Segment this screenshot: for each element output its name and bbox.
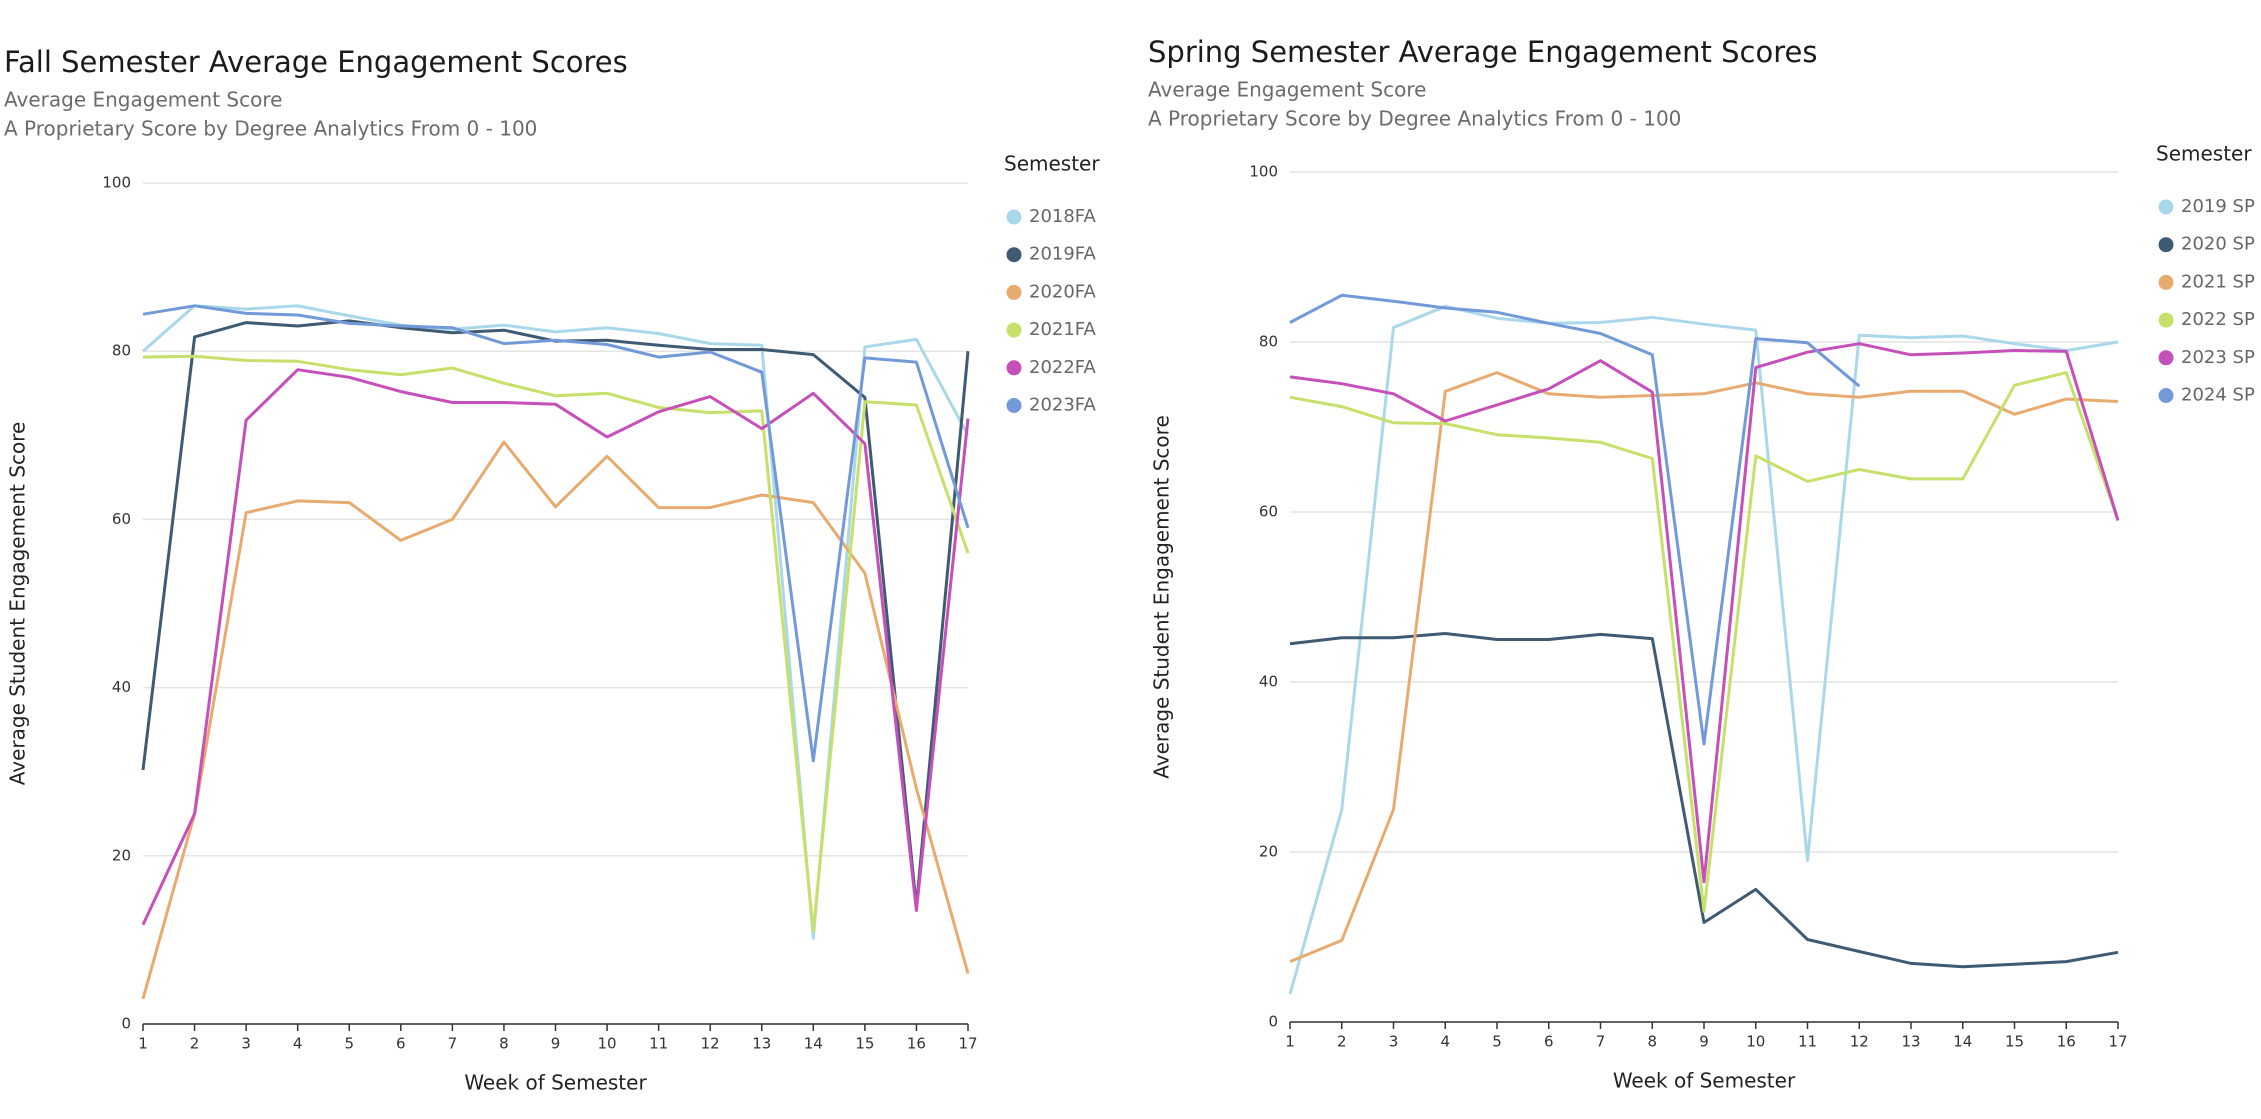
y-tick-label: 20 (112, 846, 131, 864)
series-line (1289, 342, 2120, 884)
y-tick-label: 60 (1259, 503, 1278, 521)
x-tick-label: 16 (907, 1035, 926, 1053)
legend-dot (2158, 388, 2174, 403)
chart-subtitle: A Proprietary Score by Degree Analytics … (4, 117, 537, 141)
chart: Spring Semester Average Engagement Score… (1148, 35, 2255, 1093)
y-tick-label: 40 (112, 678, 131, 696)
legend-dot (2158, 350, 2174, 366)
legend-title: Semester (1004, 152, 1100, 176)
chart-subtitle: A Proprietary Score by Degree Analytics … (1148, 107, 1681, 131)
x-axis-title: Week of Semester (1613, 1069, 1796, 1093)
legend-dot (2158, 274, 2174, 290)
legend-dot (1006, 284, 1022, 300)
y-axis-title: Average Student Engagement Score (6, 422, 30, 786)
legend-dot (1006, 360, 1022, 376)
legend-label: 2019FA (1029, 244, 1097, 265)
legend-title: Semester (2156, 142, 2252, 166)
y-tick-label: 0 (1268, 1013, 1278, 1031)
legend-dot (2158, 237, 2174, 253)
y-tick-label: 100 (102, 174, 131, 192)
x-tick-label: 6 (396, 1035, 406, 1053)
legend-label: 2021FA (1029, 319, 1097, 340)
y-tick-label: 0 (121, 1015, 131, 1033)
legend-label: 2023FA (1029, 395, 1097, 416)
x-tick-label: 13 (1901, 1033, 1920, 1051)
legend-dot (1006, 247, 1022, 263)
chart-title: Spring Semester Average Engagement Score… (1148, 35, 1817, 69)
series-line (1289, 371, 2120, 913)
x-tick-label: 8 (499, 1035, 509, 1053)
series-line (1289, 293, 1861, 746)
series-line (141, 368, 970, 926)
x-tick-label: 9 (551, 1035, 561, 1053)
legend-label: 2021 SP (2181, 271, 2255, 292)
legend-dot (2158, 312, 2174, 328)
x-axis-title: Week of Semester (464, 1071, 647, 1095)
x-tick-label: 1 (138, 1035, 148, 1053)
x-tick-label: 4 (1440, 1033, 1450, 1051)
x-tick-label: 6 (1544, 1033, 1554, 1051)
x-tick-label: 17 (2108, 1033, 2127, 1051)
x-tick-label: 12 (1850, 1033, 1869, 1051)
y-axis-title: Average Student Engagement Score (1150, 415, 1174, 779)
legend-dot (2158, 199, 2174, 215)
y-tick-label: 80 (1259, 333, 1278, 351)
legend-label: 2022 SP (2181, 309, 2255, 330)
legend-dot (1006, 398, 1022, 413)
x-tick-label: 5 (344, 1035, 354, 1053)
x-tick-label: 7 (1596, 1033, 1606, 1051)
x-tick-label: 15 (2005, 1033, 2024, 1051)
x-tick-label: 9 (1699, 1033, 1709, 1051)
y-tick-label: 80 (112, 342, 131, 360)
x-tick-label: 11 (649, 1035, 668, 1053)
x-tick-label: 10 (1746, 1033, 1765, 1051)
legend-label: 2022FA (1029, 357, 1097, 378)
chart-title: Fall Semester Average Engagement Scores (4, 45, 628, 79)
x-tick-label: 14 (1953, 1033, 1972, 1051)
y-tick-label: 40 (1259, 673, 1278, 691)
x-tick-label: 10 (598, 1035, 617, 1053)
x-tick-label: 11 (1798, 1033, 1817, 1051)
x-tick-label: 3 (1389, 1033, 1399, 1051)
legend-label: 2023 SP (2181, 347, 2255, 368)
chart-subtitle: Average Engagement Score (1148, 78, 1426, 102)
chart: Fall Semester Average Engagement Scores A… (4, 45, 1100, 1095)
x-tick-label: 13 (752, 1035, 771, 1053)
x-tick-label: 14 (804, 1035, 823, 1053)
legend-label: 2018FA (1029, 206, 1097, 227)
legend-label: 2020FA (1029, 281, 1097, 302)
legend-dot (1006, 209, 1022, 225)
series-line (142, 304, 970, 763)
x-tick-label: 16 (2057, 1033, 2076, 1051)
y-tick-label: 60 (112, 510, 131, 528)
x-tick-label: 3 (241, 1035, 251, 1053)
series-line (141, 440, 970, 1000)
x-tick-label: 2 (1337, 1033, 1347, 1051)
x-tick-label: 2 (190, 1035, 200, 1053)
series-line (142, 354, 970, 933)
legend-label: 2019 SP (2181, 196, 2255, 217)
x-tick-label: 15 (855, 1035, 874, 1053)
legend-label: 2020 SP (2181, 234, 2255, 255)
chart-subtitle: Average Engagement Score (4, 88, 282, 112)
y-tick-label: 20 (1259, 843, 1278, 861)
y-tick-label: 100 (1249, 163, 1278, 181)
series-line (1289, 371, 2119, 963)
series-line (1289, 632, 2119, 969)
x-tick-label: 5 (1492, 1033, 1502, 1051)
x-tick-label: 12 (701, 1035, 720, 1053)
series-line (1288, 304, 2119, 995)
x-tick-label: 1 (1285, 1033, 1295, 1051)
x-tick-label: 4 (293, 1035, 303, 1053)
x-tick-label: 8 (1647, 1033, 1657, 1051)
legend-dot (1006, 322, 1022, 338)
x-tick-label: 7 (448, 1035, 458, 1053)
legend-label: 2024 SP (2181, 385, 2255, 406)
x-tick-label: 17 (958, 1035, 977, 1053)
